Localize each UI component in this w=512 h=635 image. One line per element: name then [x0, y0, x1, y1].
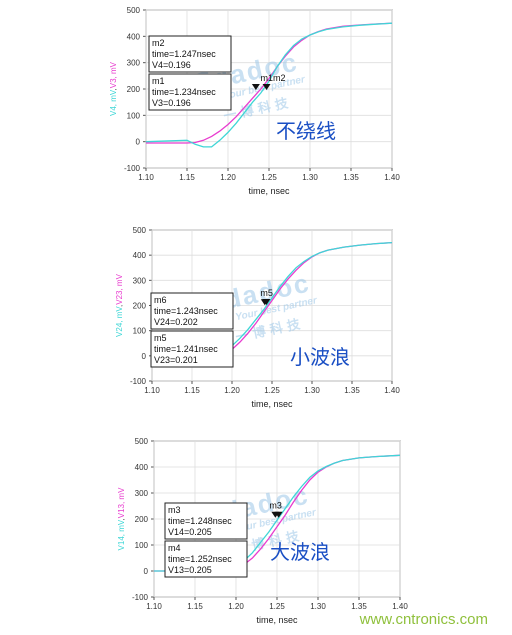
x-tick-label: 1.20	[224, 386, 240, 395]
y-tick-label: 400	[133, 251, 147, 260]
x-tick-label: 1.15	[184, 386, 200, 395]
marker-triangle	[260, 299, 269, 306]
marker-readout-name: m6	[154, 295, 167, 305]
x-tick-label: 1.35	[343, 173, 359, 182]
footer-site: www.cntronics.com	[359, 611, 488, 628]
y-axis-label-part: V24, mV	[115, 306, 124, 337]
y-axis-label-part: V3, mV	[109, 61, 118, 88]
marker-triangle	[262, 84, 271, 91]
y-tick-label: 100	[133, 327, 147, 336]
x-tick-label: 1.40	[384, 173, 400, 182]
marker-readout-name: m3	[168, 505, 181, 515]
marker-readout-box	[164, 540, 248, 578]
y-axis-label: V4, mV,V3, mV	[109, 61, 118, 116]
marker-readout-box	[150, 292, 234, 330]
x-tick-label: 1.20	[220, 173, 236, 182]
y-tick-label: 300	[133, 276, 147, 285]
annotation-label: 小波浪	[290, 345, 350, 369]
marker-readout-name: m5	[154, 333, 167, 343]
y-axis-label-part: V4, mV	[109, 89, 118, 116]
y-tick-label: 300	[127, 59, 141, 68]
marker-readout-value: V3=0.196	[152, 98, 191, 108]
annotation-label: 不绕线	[276, 119, 336, 143]
y-axis-label-part: V13, mV	[117, 487, 126, 518]
y-tick-label: 400	[127, 32, 141, 41]
marker-readout-time: time=1.248nsec	[168, 516, 232, 526]
x-tick-label: 1.35	[351, 602, 367, 611]
marker-readout-box	[150, 330, 234, 368]
marker-label: m3	[269, 501, 282, 511]
x-tick-label: 1.10	[138, 173, 154, 182]
marker-readout-time: time=1.247nsec	[152, 49, 216, 59]
marker-readout-box	[148, 73, 232, 111]
x-axis-label: time, nsec	[251, 399, 293, 409]
x-tick-label: 1.40	[384, 386, 400, 395]
y-tick-label: 500	[135, 437, 149, 446]
y-axis-label-part: ,	[109, 88, 118, 90]
marker-readout-name: m4	[168, 543, 181, 553]
y-tick-label: 200	[135, 515, 149, 524]
marker-readout-value: V24=0.202	[154, 317, 198, 327]
x-tick-label: 1.30	[304, 386, 320, 395]
marker-readout-value: V14=0.205	[168, 527, 212, 537]
series-line-b	[145, 22, 393, 148]
y-axis-label-part: ,	[115, 305, 124, 307]
marker-readout-name: m2	[152, 38, 165, 48]
marker-readout-box	[148, 35, 232, 73]
x-tick-label: 1.25	[269, 602, 285, 611]
marker-readout-time: time=1.243nsec	[154, 306, 218, 316]
x-tick-label: 1.30	[302, 173, 318, 182]
marker-readout-value: V13=0.205	[168, 565, 212, 575]
y-axis-label-part: V14, mV	[117, 519, 126, 550]
marker-triangle	[251, 84, 260, 91]
x-tick-label: 1.30	[310, 602, 326, 611]
marker-triangle	[274, 511, 283, 518]
y-tick-label: -100	[124, 164, 141, 173]
y-tick-label: 100	[127, 111, 141, 120]
x-tick-label: 1.25	[261, 173, 277, 182]
x-tick-label: 1.10	[146, 602, 162, 611]
y-axis-label-part: V23, mV	[115, 273, 124, 304]
x-tick-label: 1.10	[144, 386, 160, 395]
y-tick-label: 500	[133, 226, 147, 235]
y-tick-label: -100	[132, 593, 149, 602]
y-tick-label: 200	[127, 85, 141, 94]
y-tick-label: 0	[136, 138, 141, 147]
marker-label: m1m2	[261, 73, 286, 83]
x-tick-label: 1.15	[179, 173, 195, 182]
marker-readout-time: time=1.241nsec	[154, 344, 218, 354]
marker-label: m5	[260, 288, 273, 298]
x-tick-label: 1.25	[264, 386, 280, 395]
annotation-label: 大波浪	[270, 540, 330, 564]
y-tick-label: 100	[135, 541, 149, 550]
marker-readout-value: V23=0.201	[154, 355, 198, 365]
y-tick-label: 300	[135, 489, 149, 498]
x-tick-label: 1.20	[228, 602, 244, 611]
marker-readout-time: time=1.234nsec	[152, 87, 216, 97]
marker-readout-name: m1	[152, 76, 165, 86]
y-axis-label: V24, mV,V23, mV	[115, 273, 124, 337]
y-tick-label: -100	[130, 377, 147, 386]
x-axis-label: time, nsec	[256, 615, 298, 625]
y-tick-label: 400	[135, 463, 149, 472]
y-tick-label: 0	[142, 352, 147, 361]
y-axis-label: V14, mV,V13, mV	[117, 487, 126, 551]
chart-3: -100 0 100 200 300 400 500 1.10 1.15 1.20 1.25 1.30…	[117, 437, 408, 625]
x-tick-label: 1.40	[392, 602, 408, 611]
x-tick-label: 1.35	[344, 386, 360, 395]
marker-readout-value: V4=0.196	[152, 60, 191, 70]
chart-2: -100 0 100 200 300 400 500 1.10 1.15 1.20 1.25 1.30…	[115, 226, 400, 409]
x-tick-label: 1.15	[187, 602, 203, 611]
x-axis-label: time, nsec	[248, 186, 290, 196]
y-axis-label-part: ,	[117, 518, 126, 520]
y-tick-label: 500	[127, 6, 141, 15]
chart-1: -100 0 100 200 300 400 500 1.10 1.15 1.20 1.25 1.30…	[109, 6, 400, 196]
marker-readout-box	[164, 502, 248, 540]
y-tick-label: 0	[144, 567, 149, 576]
marker-readout-time: time=1.252nsec	[168, 554, 232, 564]
y-tick-label: 200	[133, 302, 147, 311]
